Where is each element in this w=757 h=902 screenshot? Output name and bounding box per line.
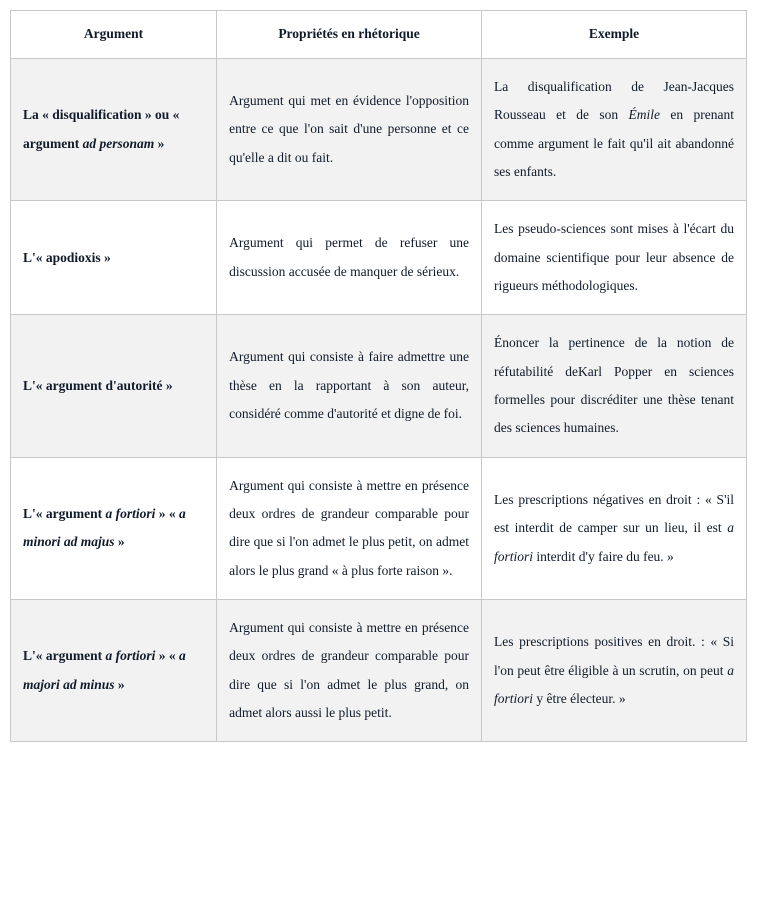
table-row: La « disqualification » ou « argument ad… [11, 58, 747, 200]
cell-properties: Argument qui consiste à mettre en présen… [217, 600, 482, 742]
table-header-row: Argument Propriétés en rhétorique Exempl… [11, 11, 747, 59]
cell-properties: Argument qui met en évidence l'oppositio… [217, 58, 482, 200]
header-properties: Propriétés en rhétorique [217, 11, 482, 59]
cell-argument: L'« argument d'autorité » [11, 315, 217, 457]
cell-argument: L'« argument a fortiori » « a majori ad … [11, 600, 217, 742]
header-example: Exemple [482, 11, 747, 59]
cell-properties: Argument qui permet de refuser une discu… [217, 201, 482, 315]
cell-example: Les prescriptions négatives en droit : «… [482, 457, 747, 599]
header-argument: Argument [11, 11, 217, 59]
table-row: L'« argument a fortiori » « a minori ad … [11, 457, 747, 599]
cell-example: Énoncer la pertinence de la notion de ré… [482, 315, 747, 457]
arguments-table: Argument Propriétés en rhétorique Exempl… [10, 10, 747, 742]
cell-argument: La « disqualification » ou « argument ad… [11, 58, 217, 200]
table-row: L'« argument d'autorité »Argument qui co… [11, 315, 747, 457]
table-row: L'« apodioxis »Argument qui permet de re… [11, 201, 747, 315]
cell-properties: Argument qui consiste à faire admettre u… [217, 315, 482, 457]
table-row: L'« argument a fortiori » « a majori ad … [11, 600, 747, 742]
cell-argument: L'« argument a fortiori » « a minori ad … [11, 457, 217, 599]
cell-example: Les prescriptions positives en droit. : … [482, 600, 747, 742]
cell-example: La disqualification de Jean-Jacques Rous… [482, 58, 747, 200]
cell-properties: Argument qui consiste à mettre en présen… [217, 457, 482, 599]
cell-argument: L'« apodioxis » [11, 201, 217, 315]
cell-example: Les pseudo-sciences sont mises à l'écart… [482, 201, 747, 315]
